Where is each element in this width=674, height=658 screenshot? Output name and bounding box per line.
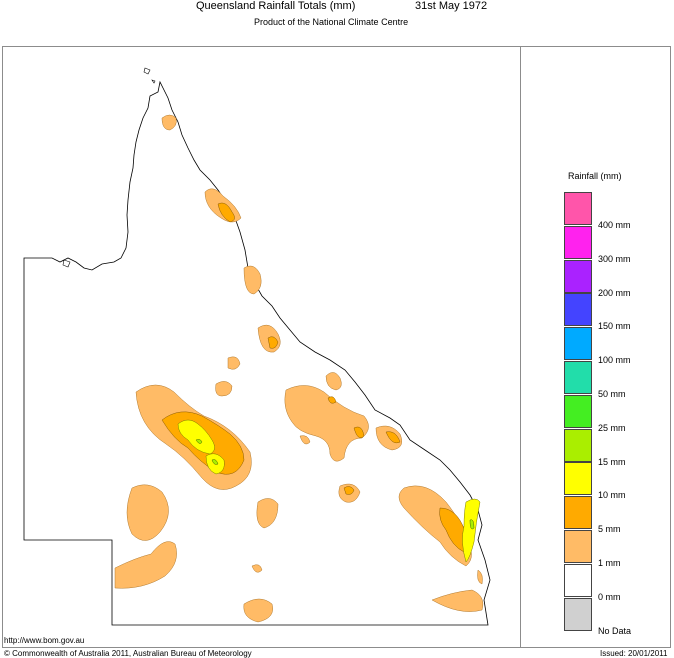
title-date: 31st May 1972 bbox=[415, 0, 488, 12]
legend-label-8: 10 mm bbox=[598, 490, 626, 501]
legend-label-4: 100 mm bbox=[598, 355, 631, 366]
legend-swatch-12 bbox=[564, 597, 592, 631]
legend-swatch-3 bbox=[564, 293, 592, 327]
legend-swatch-1 bbox=[564, 225, 592, 259]
legend-swatch-11 bbox=[564, 563, 592, 597]
title-main: Queensland Rainfall Totals (mm) bbox=[196, 0, 356, 12]
legend-label-0: 400 mm bbox=[598, 220, 631, 230]
legend-label-3: 150 mm bbox=[598, 321, 631, 332]
legend-swatch-2 bbox=[564, 259, 592, 293]
legend-label-1: 300 mm bbox=[598, 253, 631, 264]
map-title: Queensland Rainfall Totals (mm) 31st May… bbox=[0, 0, 674, 14]
legend-label-10: 1 mm bbox=[598, 558, 621, 568]
legend-color-bar bbox=[564, 192, 592, 632]
legend-label-11: 0 mm bbox=[598, 591, 621, 602]
legend-label-2: 200 mm bbox=[598, 287, 631, 298]
legend-swatch-0 bbox=[564, 192, 592, 225]
map-subtitle: Product of the National Climate Centre bbox=[254, 17, 409, 27]
legend-swatch-7 bbox=[564, 428, 592, 462]
legend-swatch-10 bbox=[564, 530, 592, 563]
legend-label-5: 50 mm bbox=[598, 389, 626, 399]
legend-label-12: No Data bbox=[598, 625, 632, 636]
cape-islands bbox=[62, 67, 156, 268]
legend-swatch-5 bbox=[564, 361, 592, 394]
footer-copyright: © Commonwealth of Australia 2011, Austra… bbox=[4, 649, 252, 658]
rainfall-10mm-zones bbox=[177, 419, 481, 563]
map-frame bbox=[2, 46, 671, 648]
legend-swatch-4 bbox=[564, 327, 592, 361]
queensland-outline bbox=[23, 80, 491, 626]
legend-swatch-6 bbox=[564, 394, 592, 428]
footer-url: http://www.bom.gov.au bbox=[4, 636, 85, 645]
legend-swatch-8 bbox=[564, 462, 592, 496]
footer-issued: Issued: 20/01/2011 bbox=[600, 649, 668, 658]
legend-title: Rainfall (mm) bbox=[568, 171, 622, 181]
legend-swatch-9 bbox=[564, 496, 592, 530]
legend-label-7: 15 mm bbox=[598, 456, 626, 467]
legend-label-9: 5 mm bbox=[598, 524, 621, 535]
rainfall-15mm-zones bbox=[195, 439, 475, 530]
legend-divider bbox=[520, 46, 521, 648]
legend-label-6: 25 mm bbox=[598, 422, 626, 433]
